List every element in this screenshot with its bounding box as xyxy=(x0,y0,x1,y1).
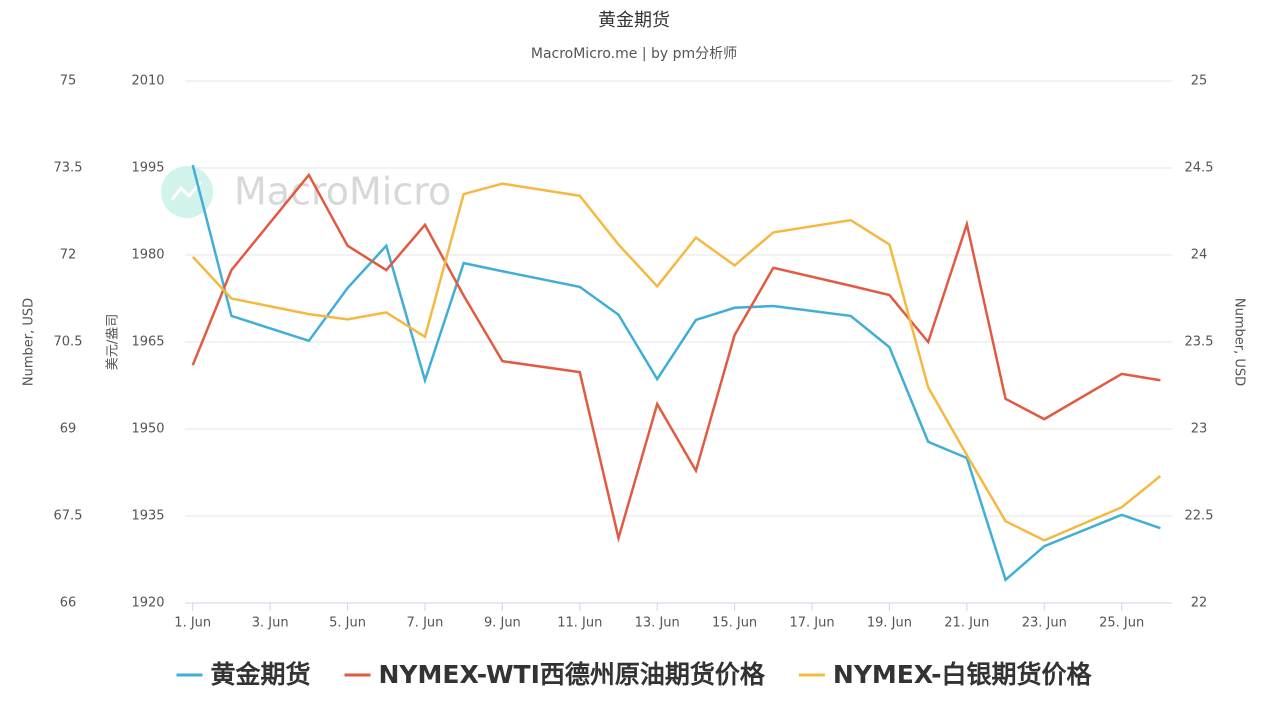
y-tick-label: 69 xyxy=(60,422,77,437)
legend-label: 黄金期货 xyxy=(210,660,310,689)
y3-tick-label: 1920 xyxy=(131,596,164,611)
legend: 黄金期货 NYMEX-WTI西德州原油期货价格 NYMEX-白银期货价格 xyxy=(176,660,1093,689)
y-tick-label: 73.5 xyxy=(54,161,83,176)
y3-axis-title: 美元/盎司 xyxy=(106,314,121,370)
series-line xyxy=(191,164,1161,582)
series-line xyxy=(191,172,1161,543)
y2-axis-title: Number, USD xyxy=(1232,298,1247,386)
y2-tick-label: 25 xyxy=(1191,74,1208,89)
y2-tick-label: 24.5 xyxy=(1185,161,1214,176)
y-tick-label: 67.5 xyxy=(54,509,83,524)
y3-tick-label: 1950 xyxy=(131,422,164,437)
watermark: MacroMicro xyxy=(234,170,451,214)
x-tick-label: 13. Jun xyxy=(635,616,680,631)
y3-tick-label: 1995 xyxy=(131,161,164,176)
y-tick-label: 72 xyxy=(60,248,77,263)
legend-label: NYMEX-白银期货价格 xyxy=(833,660,1093,689)
watermark-logo xyxy=(161,166,213,218)
y2-tick-label: 22 xyxy=(1191,596,1208,611)
x-tick-label: 11. Jun xyxy=(557,616,602,631)
chart-subtitle: MacroMicro.me | by pm分析师 xyxy=(531,46,737,62)
y2-tick-label: 23.5 xyxy=(1185,335,1214,350)
y3-tick-label: 1980 xyxy=(131,248,164,263)
x-tick-label: 15. Jun xyxy=(712,616,757,631)
x-tick-label: 3. Jun xyxy=(252,616,289,631)
y3-tick-label: 1965 xyxy=(131,335,164,350)
y3-tick-label: 1935 xyxy=(131,509,164,524)
y-axis-title: Number, USD xyxy=(22,298,37,386)
chart-title: 黄金期货 xyxy=(598,10,670,31)
x-tick-label: 9. Jun xyxy=(484,616,521,631)
y2-tick-label: 22.5 xyxy=(1185,509,1214,524)
y-tick-label: 75 xyxy=(60,74,77,89)
x-tick-label: 17. Jun xyxy=(789,616,834,631)
y3-tick-label: 2010 xyxy=(131,74,164,89)
y-tick-label: 66 xyxy=(60,596,77,611)
x-tick-label: 21. Jun xyxy=(944,616,989,631)
x-tick-label: 7. Jun xyxy=(407,616,444,631)
y-tick-label: 70.5 xyxy=(54,335,83,350)
legend-label: NYMEX-WTI西德州原油期货价格 xyxy=(379,660,766,689)
x-tick-label: 25. Jun xyxy=(1099,616,1144,631)
series-line xyxy=(191,182,1162,542)
y2-tick-label: 24 xyxy=(1191,248,1208,263)
x-tick-label: 19. Jun xyxy=(867,616,912,631)
x-tick-label: 5. Jun xyxy=(329,616,366,631)
x-tick-label: 1. Jun xyxy=(174,616,211,631)
x-tick-label: 23. Jun xyxy=(1022,616,1067,631)
y2-tick-label: 23 xyxy=(1191,422,1208,437)
